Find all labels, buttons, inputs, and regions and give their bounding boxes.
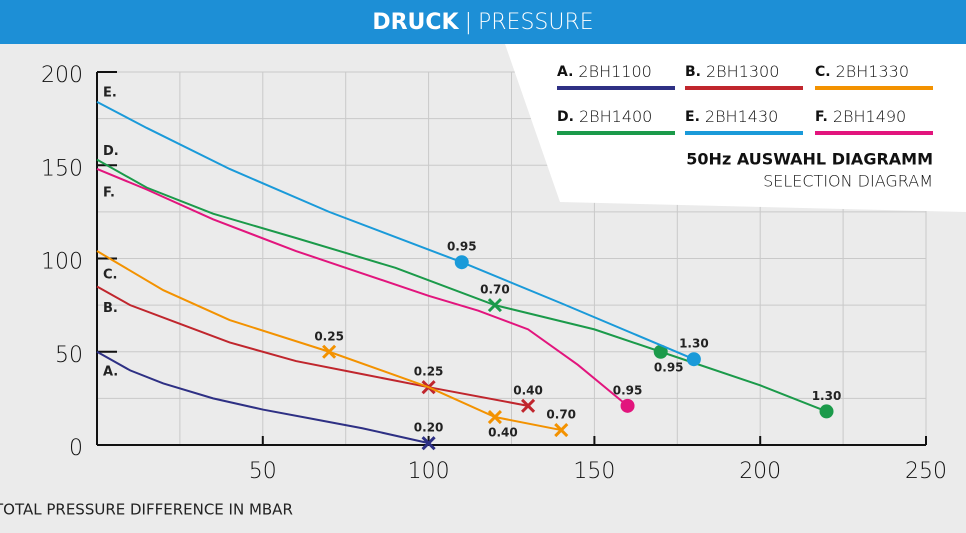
- point-marker: [653, 344, 668, 359]
- y-tick-label: 50: [55, 343, 83, 368]
- chart-title: DRUCK | PRESSURE: [372, 10, 593, 35]
- plot: A.0.20B.0.250.40C.0.250.400.70D.0.700.95…: [96, 85, 842, 451]
- point-marker: [487, 298, 502, 313]
- legend-name: 2BH1300: [706, 62, 779, 81]
- series-start-label: C.: [103, 268, 117, 283]
- legend-swatch: [685, 86, 803, 90]
- point-label: 0.70: [546, 408, 576, 422]
- x-axis-label: TOTAL PRESSURE DIFFERENCE IN MBAR: [0, 501, 293, 519]
- legend-name: 2BH1430: [705, 107, 778, 126]
- legend-swatch: [557, 131, 675, 135]
- series-start-label: A.: [103, 364, 118, 379]
- y-tick-label: 100: [41, 250, 83, 275]
- point-label: 0.40: [488, 426, 518, 440]
- point-label: 0.95: [654, 360, 684, 374]
- series-line: [96, 350, 429, 445]
- legend-name: 2BH1100: [578, 62, 651, 81]
- title-bold: DRUCK: [372, 10, 459, 35]
- title-sep: |: [465, 10, 472, 35]
- series-line: [96, 158, 827, 413]
- legend-entry: B. 2BH1300: [685, 62, 779, 81]
- legend-letter: D.: [557, 109, 574, 125]
- series-start-label: F.: [103, 185, 115, 200]
- point-marker: [454, 255, 469, 270]
- subtitle-bold: 50Hz AUSWAHL DIAGRAMM: [686, 150, 933, 169]
- point-label: 1.30: [679, 337, 709, 351]
- legend-letter: F.: [815, 109, 828, 125]
- point-marker: [421, 436, 436, 451]
- point-marker: [554, 423, 569, 438]
- legend: A. 2BH1100 B. 2BH1300 C. 2BH1330 D. 2BH1400 E. 2B…: [557, 62, 933, 135]
- legend-entry: E. 2BH1430: [685, 107, 778, 126]
- legend-swatch: [685, 131, 803, 135]
- legend-letter: A.: [557, 64, 573, 80]
- legend-entry: F. 2BH1490: [815, 107, 906, 126]
- subtitle: SELECTION DIAGRAM: [763, 172, 933, 191]
- point-marker: [487, 409, 502, 425]
- point-marker: [819, 404, 834, 419]
- title-rest: PRESSURE: [478, 10, 594, 35]
- x-tick-label: 150: [573, 459, 615, 484]
- x-tick-label: 250: [905, 459, 947, 484]
- point-label: 0.20: [414, 421, 444, 435]
- point-label: 1.30: [812, 389, 842, 403]
- legend-entry: C. 2BH1330: [815, 62, 909, 81]
- legend-letter: E.: [685, 109, 700, 125]
- x-tick-label: 50: [249, 459, 277, 484]
- point-marker: [322, 344, 337, 359]
- legend-swatch: [815, 86, 933, 90]
- legend-name: 2BH1330: [836, 62, 909, 81]
- point-label: 0.40: [513, 383, 543, 397]
- x-tick-label: 200: [739, 459, 781, 484]
- point-marker: [521, 398, 536, 413]
- legend-name: 2BH1400: [579, 107, 652, 126]
- point-marker: [686, 352, 701, 367]
- legend-entry: D. 2BH1400: [557, 107, 652, 126]
- series-start-label: E.: [103, 85, 117, 100]
- series-line: [96, 100, 695, 361]
- y-tick-label: 0: [69, 436, 83, 461]
- y-tick-label: 200: [41, 63, 83, 88]
- y-tick-label: 150: [41, 156, 83, 181]
- legend-letter: B.: [685, 64, 701, 80]
- point-label: 0.95: [447, 240, 477, 254]
- point-label: 0.25: [414, 365, 444, 379]
- point-label: 0.95: [613, 383, 643, 397]
- legend-entry: A. 2BH1100: [557, 62, 652, 81]
- point-label: 0.25: [314, 329, 344, 343]
- series-start-label: B.: [103, 301, 118, 316]
- legend-letter: C.: [815, 64, 831, 80]
- legend-swatch: [815, 131, 933, 135]
- legend-swatch: [557, 86, 675, 90]
- legend-name: 2BH1490: [833, 107, 906, 126]
- series-line: [96, 168, 629, 407]
- x-tick-label: 100: [408, 459, 450, 484]
- series-start-label: D.: [103, 144, 119, 159]
- title-bar: [0, 0, 966, 44]
- point-label: 0.70: [480, 283, 510, 297]
- series-line: [96, 285, 529, 407]
- point-marker: [620, 398, 635, 413]
